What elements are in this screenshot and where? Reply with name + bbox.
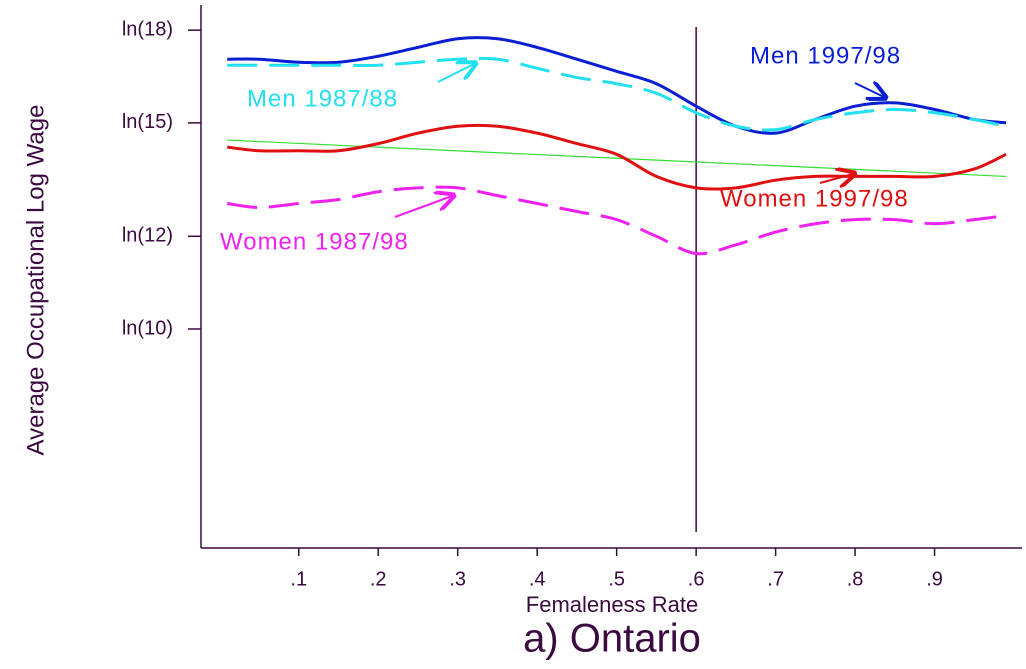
y-tick-label: ln(12) bbox=[122, 225, 173, 247]
annotation: Men 1987/88 bbox=[247, 85, 398, 112]
series-line bbox=[227, 36, 1007, 135]
x-tick-label: .2 bbox=[370, 568, 387, 590]
series-line bbox=[227, 123, 1007, 191]
y-axis-label: Average Occupational Log Wage bbox=[22, 105, 49, 456]
arrow bbox=[854, 83, 884, 97]
arrow bbox=[819, 174, 853, 183]
plot-area: ln(10) ln(12) ln(15) ln(18) .1 .2 .3 .4 .5 .6 .7 .8… bbox=[122, 5, 1022, 590]
x-tick-label: .9 bbox=[926, 568, 943, 590]
arrow bbox=[394, 196, 452, 218]
y-tick-label: ln(18) bbox=[122, 18, 173, 40]
annotation: Men 1997/98 bbox=[750, 42, 901, 69]
arrow bbox=[437, 64, 474, 83]
x-tick-label: .3 bbox=[449, 568, 466, 590]
chart-title: a) Ontario bbox=[523, 617, 701, 661]
x-tick-label: .6 bbox=[688, 568, 705, 590]
x-tick-label: .7 bbox=[767, 568, 784, 590]
annotation: Women 1997/98 bbox=[720, 185, 909, 212]
x-axis-label: Femaleness Rate bbox=[526, 592, 698, 617]
x-tick-label: .5 bbox=[608, 568, 625, 590]
x-tick-label: .4 bbox=[529, 568, 546, 590]
x-tick-label: .8 bbox=[847, 568, 864, 590]
y-tick-label: ln(15) bbox=[122, 111, 173, 133]
trend-line bbox=[227, 139, 1007, 178]
series-line bbox=[227, 56, 1007, 132]
series-line bbox=[227, 185, 1007, 256]
annotation: Women 1987/98 bbox=[220, 228, 409, 255]
y-tick-label: ln(10) bbox=[122, 317, 173, 339]
x-tick-label: .1 bbox=[290, 568, 307, 590]
